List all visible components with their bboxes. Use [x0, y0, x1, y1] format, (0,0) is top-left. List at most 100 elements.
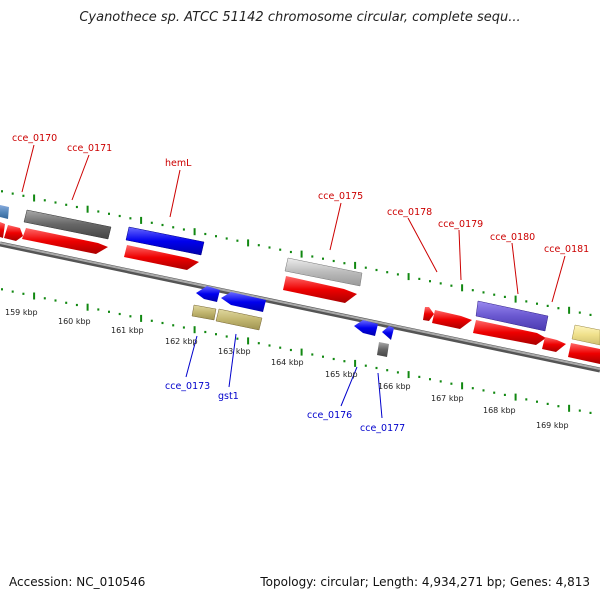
minor-tick — [396, 371, 399, 374]
gene-label[interactable]: cce_0170 — [12, 133, 57, 144]
top-gene-labels: cce_0170 cce_0171 hemL cce_0175 cce_0178… — [12, 133, 589, 255]
accession-text: Accession: NC_010546 — [9, 575, 146, 589]
bottom-gene-labels: cce_0173 gst1 cce_0176 cce_0177 — [165, 381, 405, 434]
minor-tick — [311, 255, 314, 258]
gene-feature-cce_0173[interactable] — [191, 304, 217, 321]
kbp-label: 168 kbp — [483, 406, 516, 415]
minor-tick — [279, 248, 282, 251]
gene-arrow-cce_0170[interactable] — [0, 222, 5, 238]
minor-tick — [289, 250, 292, 254]
gene-feature-steel[interactable] — [0, 205, 9, 219]
gene-label[interactable]: cce_0181 — [544, 244, 589, 255]
major-tick — [354, 261, 357, 269]
minor-tick — [364, 364, 367, 367]
minor-tick — [108, 310, 110, 313]
minor-tick — [161, 223, 164, 227]
tick-row-top — [1, 190, 592, 316]
gene-feature-cce_0175[interactable] — [284, 257, 363, 287]
leader-lines-bottom — [185, 333, 383, 419]
gene-feature-cce_0177[interactable] — [377, 342, 389, 357]
gene-label[interactable]: cce_0175 — [318, 191, 363, 202]
kbp-label: 161 kbp — [111, 326, 144, 335]
minor-tick — [268, 246, 271, 249]
gene-arrow-cce_0177[interactable] — [382, 326, 394, 340]
major-tick — [86, 303, 89, 311]
minor-tick — [118, 214, 121, 218]
summary-text: Topology: circular; Length: 4,934,271 bp… — [260, 575, 590, 589]
minor-tick — [493, 391, 496, 394]
gene-arrow-cce_0179[interactable] — [432, 310, 472, 329]
gene-label[interactable]: cce_0177 — [360, 423, 405, 434]
leader-lines-top — [21, 144, 566, 303]
gene-arrow-cce_0181[interactable] — [568, 343, 600, 364]
gene-label[interactable]: cce_0180 — [490, 232, 535, 243]
minor-tick — [375, 366, 378, 370]
gene-feature-gst1[interactable] — [215, 308, 263, 331]
gene-arrow-cce_0173[interactable] — [196, 286, 220, 302]
gene-arrow-cce_0171[interactable] — [22, 228, 108, 254]
major-tick — [514, 393, 517, 401]
minor-tick — [503, 393, 506, 396]
minor-tick — [332, 357, 335, 361]
gene-feature-cce_0181[interactable] — [571, 324, 600, 346]
major-tick — [193, 228, 196, 236]
major-tick — [247, 239, 250, 247]
minor-tick — [161, 321, 164, 325]
minor-tick — [75, 205, 78, 209]
minor-tick — [332, 259, 335, 263]
gene-feature-hemL[interactable] — [125, 226, 205, 256]
gene-label[interactable]: gst1 — [218, 391, 239, 402]
gene-label[interactable]: cce_0176 — [307, 410, 352, 421]
tick-row-bottom — [1, 288, 592, 414]
minor-tick — [546, 402, 549, 405]
gene-arrow-cce_0176[interactable] — [354, 320, 378, 336]
minor-tick — [536, 302, 538, 305]
gene-label[interactable]: cce_0179 — [438, 219, 483, 230]
minor-tick — [471, 289, 474, 292]
minor-tick — [97, 308, 100, 311]
gene-label[interactable]: cce_0178 — [387, 207, 432, 218]
minor-tick — [129, 217, 132, 220]
major-tick — [407, 273, 410, 281]
kbp-label: 167 kbp — [431, 394, 464, 403]
kbp-label: 160 kbp — [58, 317, 91, 326]
kbp-label: 169 kbp — [536, 421, 569, 430]
gene-arrow-gst1[interactable] — [221, 292, 266, 312]
minor-tick — [557, 405, 560, 408]
gene-arrow-cce_0178[interactable] — [423, 307, 434, 321]
minor-tick — [236, 337, 239, 340]
minor-tick — [386, 271, 389, 274]
kbp-label: 159 kbp — [5, 308, 38, 317]
major-tick — [461, 284, 464, 292]
backbone — [0, 241, 600, 373]
gene-arrow-cce_0180b[interactable] — [542, 337, 566, 352]
minor-tick — [22, 292, 25, 295]
minor-tick — [386, 369, 389, 372]
gene-label[interactable]: hemL — [165, 158, 192, 169]
minor-tick — [1, 288, 3, 291]
gene-arrow-cce_0180[interactable] — [473, 320, 546, 345]
minor-tick — [322, 355, 324, 358]
gene-feature-cce_0171[interactable] — [23, 209, 112, 240]
minor-tick — [429, 378, 431, 381]
gene-label[interactable]: cce_0173 — [165, 381, 210, 392]
minor-tick — [311, 353, 314, 356]
gene-feature-cce_0180[interactable] — [475, 300, 549, 332]
minor-tick — [204, 330, 207, 334]
gene-arrow-cce_0170b[interactable] — [4, 225, 23, 241]
major-tick — [568, 306, 571, 314]
major-tick — [300, 250, 303, 258]
minor-tick — [215, 235, 217, 238]
minor-tick — [257, 342, 260, 345]
minor-tick — [289, 348, 292, 352]
minor-tick — [279, 346, 282, 349]
minor-tick — [343, 360, 346, 363]
kbp-label: 163 kbp — [218, 347, 251, 356]
minor-tick — [418, 277, 421, 280]
gene-label[interactable]: cce_0171 — [67, 143, 112, 154]
gene-arrow-hemL[interactable] — [124, 245, 199, 270]
minor-tick — [65, 203, 68, 206]
gene-arrow-cce_0175[interactable] — [283, 276, 357, 303]
minor-tick — [546, 304, 549, 307]
